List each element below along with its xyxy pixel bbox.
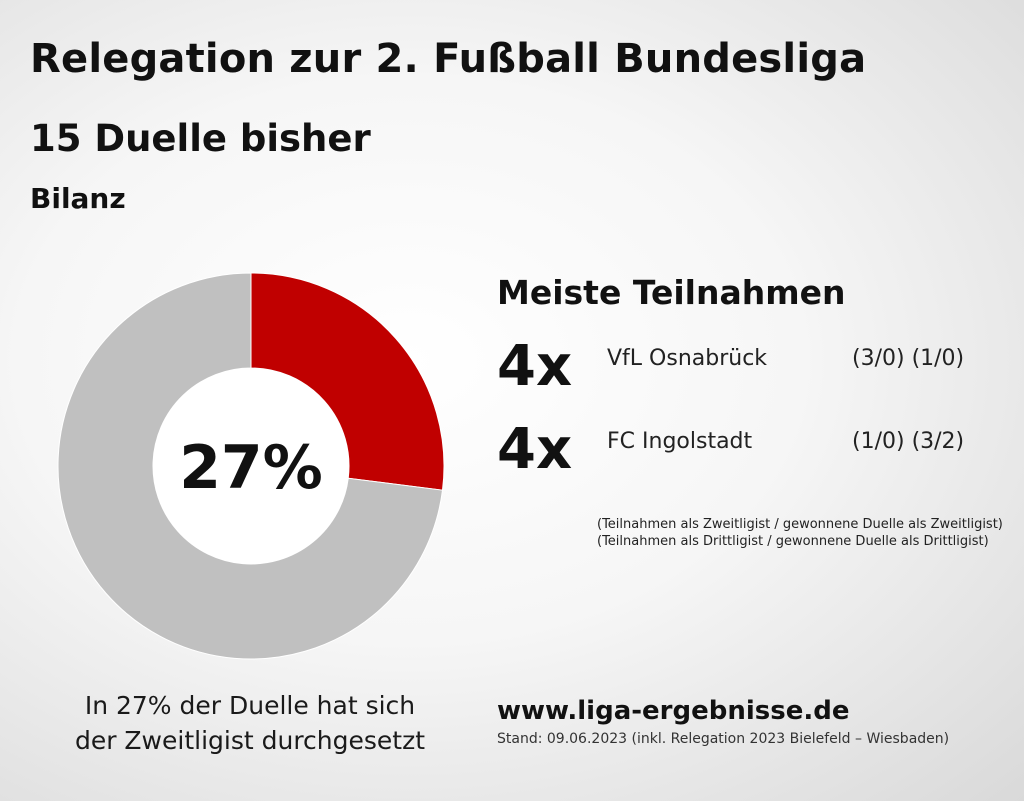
caption-line-1: In 27% der Duelle hat sich: [84, 691, 416, 720]
ranking-count: 4x: [497, 334, 573, 399]
stand-date: Stand: 09.06.2023 (inkl. Relegation 2023…: [497, 731, 950, 747]
ranking-count: 4x: [497, 417, 573, 482]
website-link[interactable]: www.liga-ergebnisse.de: [497, 696, 850, 726]
section-label-bilanz: Bilanz: [30, 182, 126, 215]
ranking-legend-line-1: (Teilnahmen als Zweitligist / gewonnene …: [597, 517, 1003, 532]
page-title: Relegation zur 2. Fußball Bundesliga: [30, 36, 867, 82]
donut-chart: 27%: [57, 272, 445, 660]
ranking-legend-line-2: (Teilnahmen als Drittligist / gewonnene …: [597, 534, 989, 549]
ranking-row: 4x FC Ingolstadt (1/0) (3/2): [497, 415, 987, 485]
chart-caption: In 27% der Duelle hat sich der Zweitligi…: [50, 688, 450, 758]
donut-center-label: 27%: [179, 433, 323, 503]
ranking-legend: (Teilnahmen als Zweitligist / gewonnene …: [597, 516, 1003, 550]
ranking-title: Meiste Teilnahmen: [497, 273, 846, 312]
donut-hole: [153, 368, 349, 564]
ranking-team: VfL Osnabrück: [607, 346, 768, 371]
donut-slice-1: [57, 272, 444, 660]
ranking-row: 4x VfL Osnabrück (3/0) (1/0): [497, 332, 987, 402]
caption-line-2: der Zweitligist durchgesetzt: [74, 726, 426, 755]
ranking-stats: (1/0) (3/2): [852, 429, 965, 454]
ranking-team: FC Ingolstadt: [607, 429, 753, 454]
page-subtitle: 15 Duelle bisher: [30, 117, 371, 160]
ranking-stats: (3/0) (1/0): [852, 346, 965, 371]
